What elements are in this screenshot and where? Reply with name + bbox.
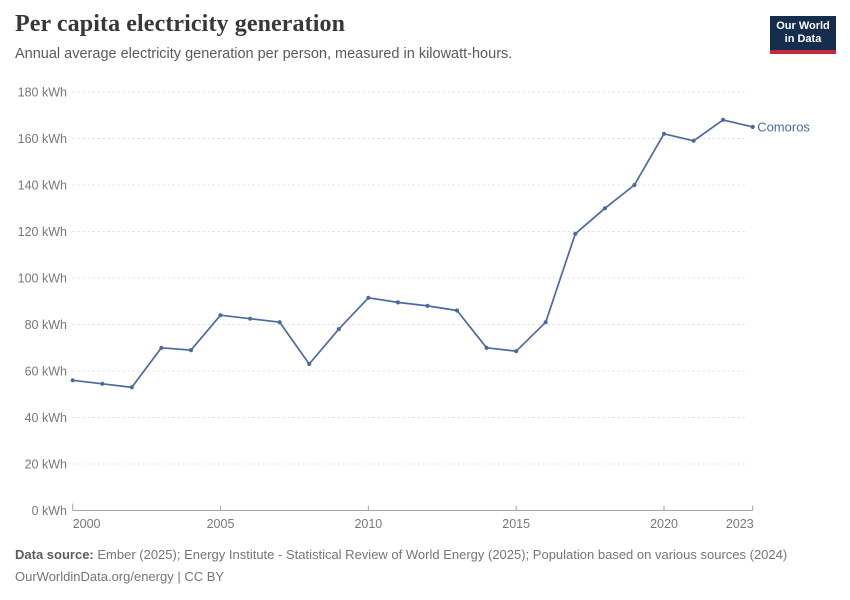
- chart-header: Per capita electricity generation Annual…: [15, 10, 755, 63]
- chart-title: Per capita electricity generation: [15, 11, 346, 37]
- y-tick-label-140: 140 kWh: [18, 179, 67, 193]
- y-tick-label-160: 160 kWh: [18, 132, 67, 146]
- chart-footer: Data source: Ember (2025); Energy Instit…: [15, 544, 835, 588]
- y-tick-label-80: 80 kWh: [25, 318, 67, 332]
- x-tick-label-2023: 2023: [726, 517, 754, 531]
- y-tick-label-100: 100 kWh: [18, 272, 67, 286]
- x-tick-label-2010: 2010: [354, 517, 382, 531]
- data-point-2001[interactable]: [100, 381, 105, 386]
- y-tick-label-180: 180 kWh: [18, 86, 67, 100]
- data-point-2003[interactable]: [159, 345, 164, 350]
- y-tick-label-0: 0 kWh: [32, 504, 67, 518]
- data-point-2009[interactable]: [336, 327, 341, 332]
- data-point-2015[interactable]: [514, 349, 519, 354]
- series-label-comoros[interactable]: Comoros: [757, 119, 810, 134]
- data-point-2019[interactable]: [632, 182, 637, 188]
- data-point-2016[interactable]: [543, 320, 548, 325]
- chart-subtitle: Annual average electricity generation pe…: [15, 45, 513, 62]
- license-line[interactable]: OurWorldinData.org/energy | CC BY: [15, 569, 225, 585]
- y-tick-label-20: 20 kWh: [25, 458, 67, 472]
- data-point-2022[interactable]: [721, 117, 726, 122]
- data-point-2018[interactable]: [602, 206, 608, 211]
- owid-logo-line1: Our World: [776, 20, 830, 32]
- data-source-label: Data source:: [15, 547, 94, 562]
- y-tick-label-120: 120 kWh: [18, 225, 67, 239]
- owid-logo-line2: in Data: [784, 33, 822, 46]
- data-point-2000[interactable]: [70, 378, 75, 383]
- data-source-line: Data source: Ember (2025); Energy Instit…: [15, 544, 835, 566]
- data-point-2010[interactable]: [366, 295, 371, 300]
- data-point-2012[interactable]: [425, 303, 430, 308]
- data-point-2013[interactable]: [454, 308, 460, 313]
- data-point-2007[interactable]: [277, 320, 282, 325]
- owid-logo[interactable]: Our World in Data: [770, 16, 836, 54]
- data-point-2020[interactable]: [661, 131, 667, 136]
- y-tick-label-40: 40 kWh: [25, 411, 67, 425]
- series-line-comoros[interactable]: [71, 119, 754, 389]
- data-point-2008[interactable]: [307, 361, 312, 367]
- data-point-2006[interactable]: [248, 316, 253, 321]
- data-point-2011[interactable]: [395, 300, 400, 305]
- data-point-2023[interactable]: [750, 124, 755, 129]
- data-source-text: Ember (2025); Energy Institute - Statist…: [93, 547, 788, 562]
- data-point-2002[interactable]: [129, 385, 134, 390]
- x-tick-label-2005: 2005: [207, 517, 235, 531]
- x-tick-label-2020: 2020: [650, 517, 678, 531]
- x-tick-label-2000: 2000: [73, 517, 101, 531]
- data-point-2017[interactable]: [573, 231, 578, 236]
- data-point-2021[interactable]: [691, 138, 696, 143]
- data-point-2014[interactable]: [484, 345, 489, 350]
- data-point-2005[interactable]: [218, 313, 223, 318]
- data-point-2004[interactable]: [188, 348, 194, 353]
- y-tick-label-60: 60 kWh: [25, 365, 67, 379]
- x-tick-label-2015: 2015: [502, 517, 530, 531]
